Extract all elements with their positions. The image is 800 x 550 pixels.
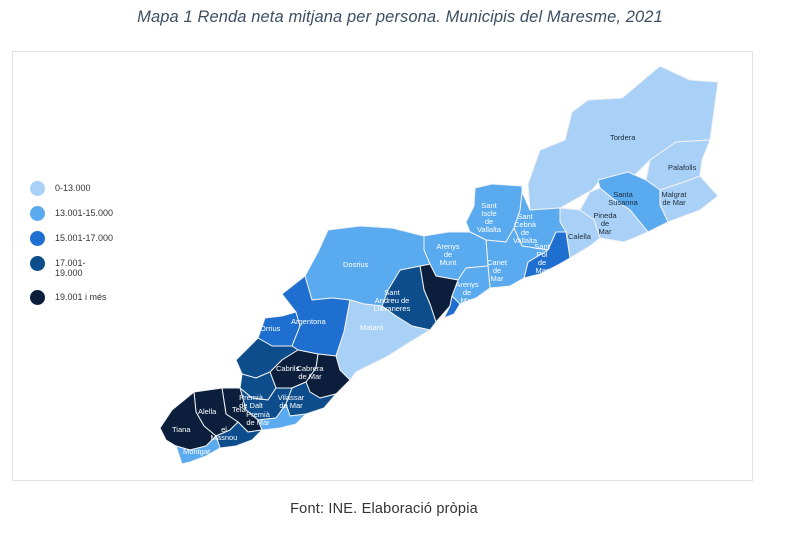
label-alella: Alella xyxy=(198,407,217,416)
legend-swatch xyxy=(30,181,45,196)
legend-swatch xyxy=(30,206,45,221)
label-calella: Calella xyxy=(568,232,592,241)
legend-label: 13.001-15.000 xyxy=(55,208,114,218)
region-caldes xyxy=(443,295,461,319)
label-masnou: el Masnou xyxy=(211,425,238,442)
label-montgat: Montgat xyxy=(183,447,211,456)
source-note: Font: INE. Elaboració pròpia xyxy=(290,501,478,517)
label-sant-iscle: Sant Iscle de Vallalta xyxy=(477,201,502,234)
label-sant-cebria: Sant Cebrià de Vallalta xyxy=(513,212,538,245)
label-arenys-munt: Arenys de Munt xyxy=(436,242,460,267)
region-premia-mar xyxy=(257,403,307,431)
legend-label: 19.001 i més xyxy=(55,292,107,302)
legend-label: 0-13.000 xyxy=(55,183,91,193)
legend-label: 17.001- 19.000 xyxy=(55,258,86,278)
label-santa-susanna: Santa Susanna xyxy=(608,190,638,207)
label-argentona: Argentona xyxy=(291,317,326,326)
label-cabrera: Cabrera de Mar xyxy=(296,364,324,381)
label-canet: Canet de Mar xyxy=(487,258,508,283)
map-legend: 0-13.000 13.001-15.000 15.001-17.000 17.… xyxy=(30,181,115,315)
label-teia: Teia xyxy=(232,405,247,414)
legend-swatch xyxy=(30,231,45,246)
label-malgrat: Malgrat de Mar xyxy=(661,190,687,207)
legend-swatch xyxy=(30,256,45,271)
label-arenys-mar: Arenys de Mar xyxy=(455,280,479,305)
label-vilassar-mar: Vilassar de Mar xyxy=(278,393,305,410)
label-cabrils: Cabrils xyxy=(276,364,300,373)
label-premia-dalt: Premià de Dalt xyxy=(239,393,264,410)
label-tiana: Tiana xyxy=(172,425,191,434)
legend-item: 19.001 i més xyxy=(30,290,115,315)
label-dosrius: Dosrius xyxy=(343,260,369,269)
label-pineda: Pineda de Mar xyxy=(593,211,617,236)
label-tordera: Tordera xyxy=(610,133,636,142)
label-orrius: Òrrius xyxy=(260,324,281,333)
region-masnou xyxy=(215,421,263,449)
map-title: Mapa 1 Renda neta mitjana per persona. M… xyxy=(137,8,663,26)
region-montgat xyxy=(175,435,221,465)
legend-item: 17.001- 19.000 xyxy=(30,256,115,290)
label-sant-pol: Sant Pol de Mar xyxy=(534,242,550,275)
legend-item: 15.001-17.000 xyxy=(30,231,115,256)
label-premia-mar: Premià de Mar xyxy=(246,410,271,427)
label-sant-andreu: Sant Andreu de Llavaneres xyxy=(374,288,411,313)
legend-swatch xyxy=(30,290,45,305)
legend-item: 0-13.000 xyxy=(30,181,115,206)
label-palafolls: Palafolls xyxy=(668,163,697,172)
legend-item: 13.001-15.000 xyxy=(30,206,115,231)
label-mataro: Mataró xyxy=(360,323,383,332)
legend-label: 15.001-17.000 xyxy=(55,233,114,243)
